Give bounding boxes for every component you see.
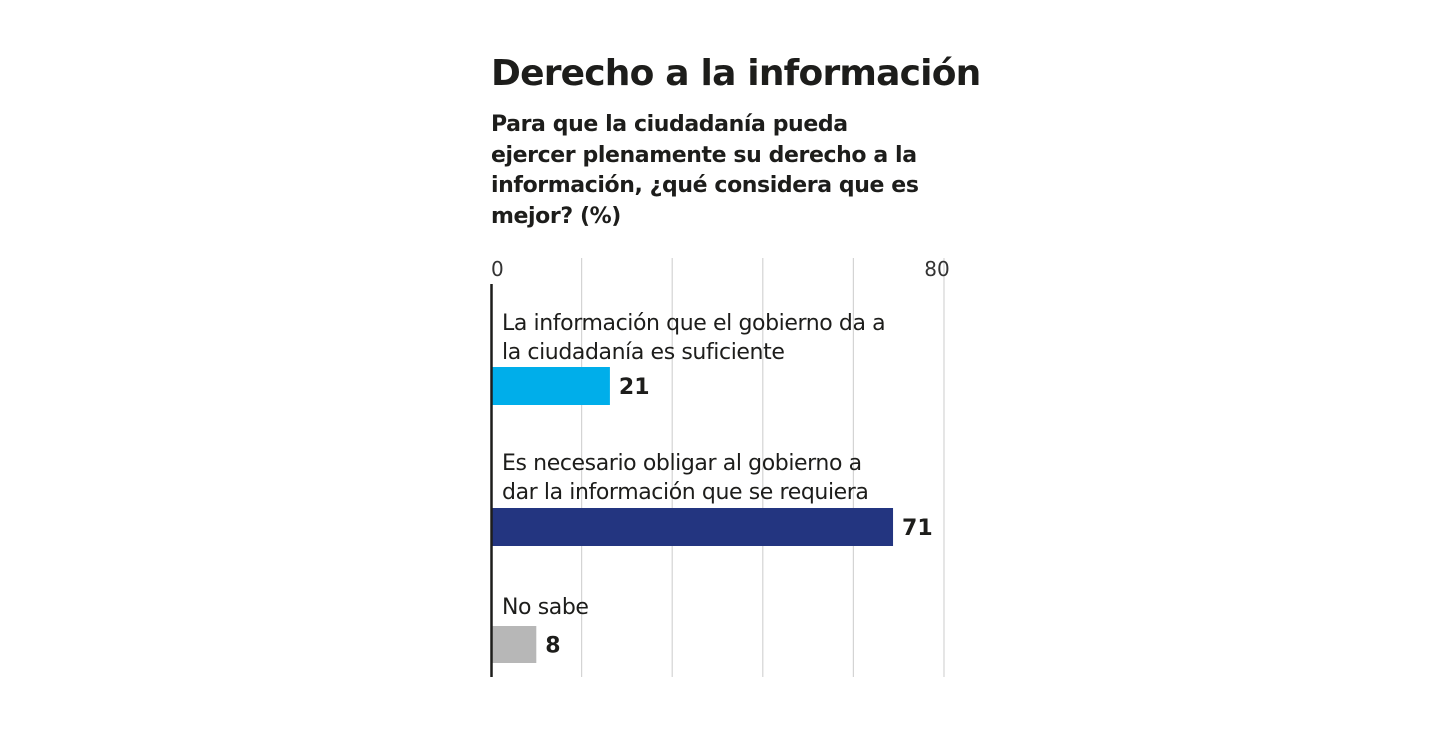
bars [491,367,894,663]
category-label: La información que el gobierno da a la ci… [502,311,885,365]
chart-subtitle: Para que la ciudadanía pueda ejercer ple… [491,112,919,229]
bar [491,626,537,663]
x-tick-label: 0 [491,257,504,281]
x-tick-label: 80 [924,257,949,281]
value-label: 8 [545,634,560,659]
value-label: 71 [902,516,933,541]
bar [491,367,610,405]
value-labels: 21 71 8 [545,375,932,659]
value-label: 21 [619,375,650,400]
category-labels: La información que el gobierno da a la ci… [502,311,886,620]
category-label: Es necesario obligar al gobierno a dar la… [502,451,869,505]
x-axis-ticks: 0 80 [491,257,950,281]
bar [491,508,894,546]
category-label: No sabe [502,595,589,620]
chart-title: Derecho a la información [491,53,981,94]
gridlines [580,258,945,677]
